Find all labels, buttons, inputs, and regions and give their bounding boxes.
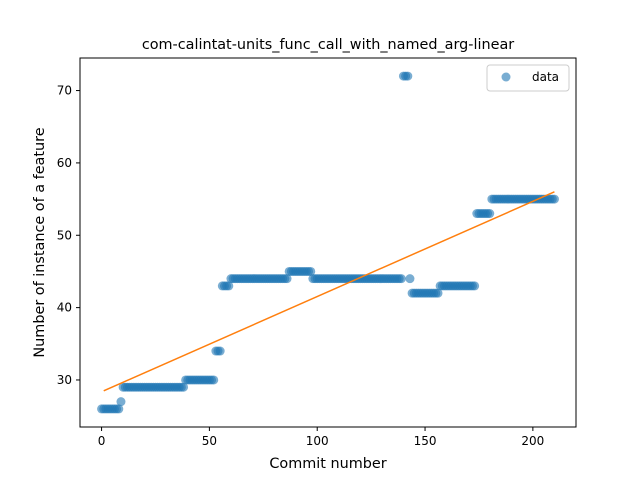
data-point xyxy=(485,209,495,219)
data-point xyxy=(209,375,219,385)
plot-frame xyxy=(79,57,577,428)
data-point xyxy=(224,281,234,291)
x-tick-label: 200 xyxy=(521,434,544,448)
y-tick-label: 60 xyxy=(57,156,72,170)
x-axis: 0 50 100 150 200 xyxy=(98,427,544,448)
y-tick-label: 50 xyxy=(57,228,72,242)
chart-title: com-calintat-units_func_call_with_named_… xyxy=(142,37,514,53)
fit-line-layer xyxy=(103,191,555,392)
data-point xyxy=(470,281,480,291)
data-point xyxy=(405,274,415,284)
y-axis-label: Number of instance of a feature xyxy=(32,127,48,357)
data-point xyxy=(549,194,559,204)
fit-line xyxy=(103,191,555,392)
y-tick-label: 70 xyxy=(57,84,72,98)
y-axis: 30 40 50 60 70 xyxy=(57,84,80,387)
data-point xyxy=(114,404,124,414)
data-point xyxy=(179,382,189,392)
x-tick-label: 150 xyxy=(414,434,437,448)
x-axis-label: Commit number xyxy=(269,456,386,472)
data-point xyxy=(116,397,126,407)
data-points xyxy=(97,71,559,414)
x-tick-label: 0 xyxy=(98,434,106,448)
x-tick-label: 50 xyxy=(202,434,217,448)
data-point xyxy=(282,274,292,284)
data-point xyxy=(396,274,406,284)
y-tick-label: 30 xyxy=(57,373,72,387)
legend-marker xyxy=(501,72,511,82)
x-tick-label: 100 xyxy=(306,434,329,448)
data-point xyxy=(215,346,225,356)
data-point xyxy=(403,71,413,81)
y-tick-label: 40 xyxy=(57,301,72,315)
data-point xyxy=(433,288,443,298)
legend-label: data xyxy=(532,70,559,84)
data-point xyxy=(306,266,316,276)
legend: data xyxy=(486,64,570,92)
legend-box xyxy=(486,64,570,92)
